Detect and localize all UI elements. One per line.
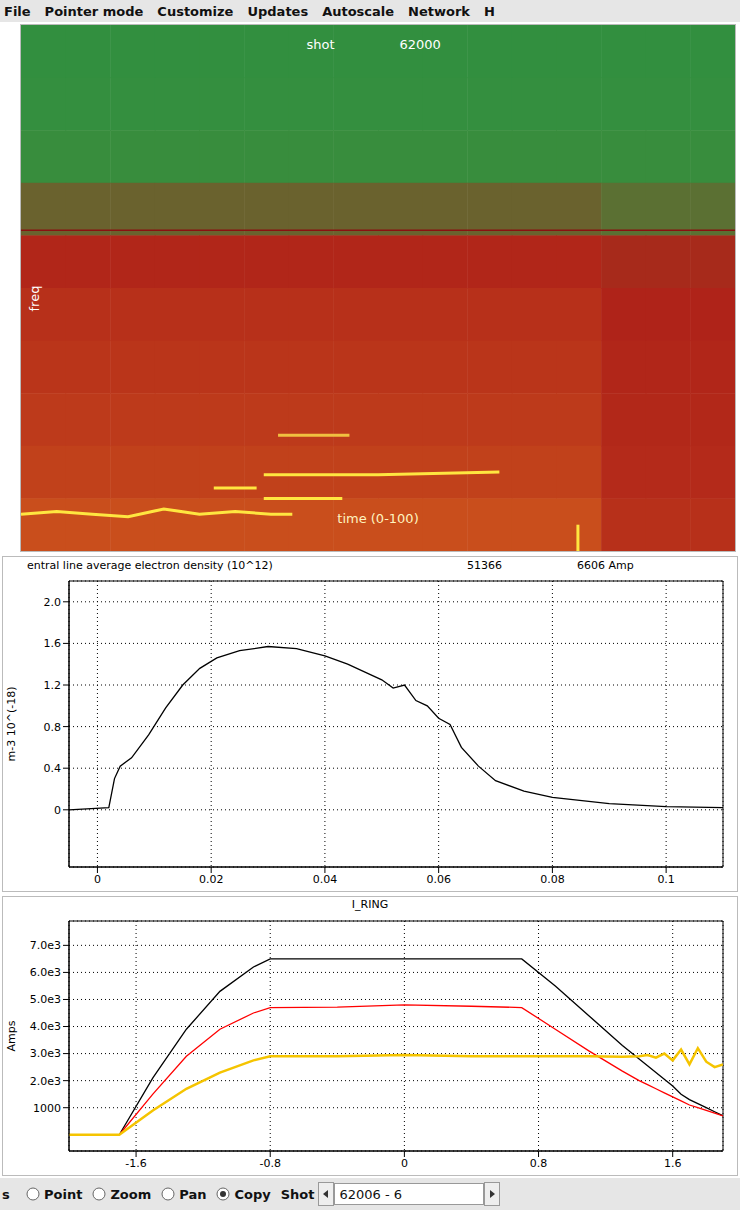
html-text:Pan: Pan bbox=[179, 1186, 207, 1202]
html-text:Zoom: Zoom bbox=[110, 1186, 152, 1202]
html-text:6606 Amp: 6606 Amp bbox=[577, 558, 634, 572]
svg-text:1.6: 1.6 bbox=[44, 637, 62, 650]
svg-text:0.02: 0.02 bbox=[199, 873, 224, 886]
html-text:Autoscale: Autoscale bbox=[322, 3, 395, 19]
svg-text:1.6: 1.6 bbox=[664, 1157, 682, 1170]
svg-text:2.0: 2.0 bbox=[44, 596, 62, 609]
html-text:Pointer mode: Pointer mode bbox=[44, 3, 144, 19]
svg-text:62000: 62000 bbox=[399, 37, 440, 52]
svg-text:0: 0 bbox=[94, 873, 101, 886]
svg-text:0.06: 0.06 bbox=[426, 873, 451, 886]
html-text:I_RING: I_RING bbox=[351, 898, 389, 911]
svg-text:-1.6: -1.6 bbox=[125, 1157, 146, 1170]
html-text:Network: Network bbox=[408, 3, 470, 19]
svg-text:2.0e3: 2.0e3 bbox=[30, 1075, 61, 1088]
svg-text:0.8: 0.8 bbox=[530, 1157, 548, 1170]
svg-text:0.08: 0.08 bbox=[540, 873, 565, 886]
html-text:entral line average electron d: entral line average electron density (10… bbox=[27, 558, 273, 572]
svg-text:shot: shot bbox=[307, 37, 335, 52]
svg-text:1000: 1000 bbox=[33, 1102, 61, 1115]
html-text:51366: 51366 bbox=[467, 558, 502, 572]
svg-text:Amps: Amps bbox=[5, 1020, 18, 1051]
svg-text:1.2: 1.2 bbox=[44, 679, 62, 692]
html-text:Copy: Copy bbox=[234, 1186, 271, 1202]
svg-text:5.0e3: 5.0e3 bbox=[30, 993, 61, 1006]
svg-text:time (0-100): time (0-100) bbox=[337, 511, 418, 526]
svg-text:0.4: 0.4 bbox=[44, 762, 62, 775]
svg-text:7.0e3: 7.0e3 bbox=[30, 939, 61, 952]
html-text:Shot: Shot bbox=[280, 1186, 315, 1202]
svg-text:0.04: 0.04 bbox=[313, 873, 338, 886]
html-text:Customize: Customize bbox=[157, 3, 234, 19]
svg-text:0: 0 bbox=[401, 1157, 408, 1170]
svg-text:-0.8: -0.8 bbox=[259, 1157, 280, 1170]
html-text:H: H bbox=[484, 3, 495, 19]
svg-text:3.0e3: 3.0e3 bbox=[30, 1047, 61, 1060]
svg-text:0.1: 0.1 bbox=[657, 873, 675, 886]
svg-text:6.0e3: 6.0e3 bbox=[30, 966, 61, 979]
html-text:Updates: Updates bbox=[247, 3, 309, 19]
svg-text:freq: freq bbox=[27, 286, 42, 312]
svg-text:4.0e3: 4.0e3 bbox=[30, 1020, 61, 1033]
html-text:62006 - 6: 62006 - 6 bbox=[339, 1187, 403, 1202]
svg-text:0: 0 bbox=[54, 804, 61, 817]
svg-text:m-3 10^(-18): m-3 10^(-18) bbox=[5, 687, 18, 762]
html-text:File: File bbox=[4, 3, 31, 19]
html-text:s: s bbox=[2, 1186, 10, 1202]
html-text:Point: Point bbox=[44, 1186, 83, 1202]
svg-text:0.8: 0.8 bbox=[44, 721, 62, 734]
